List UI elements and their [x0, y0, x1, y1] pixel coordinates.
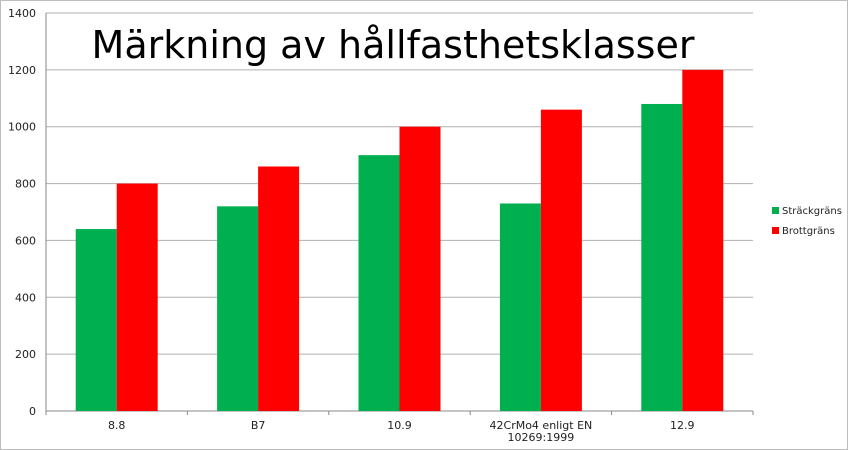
legend-swatch	[772, 227, 779, 234]
y-tick-label: 0	[29, 405, 36, 418]
bars	[75, 69, 724, 412]
x-tick-label: 8.8	[108, 419, 126, 432]
x-tick-label: 10.9	[387, 419, 412, 432]
y-tick-label: 200	[15, 348, 36, 361]
y-tick-label: 1200	[8, 64, 36, 77]
y-tick-label: 400	[15, 291, 36, 304]
x-tick-label-line: 10269:1999	[508, 431, 575, 444]
x-tick-label-line: 12.9	[670, 419, 695, 432]
y-tick-label: 1400	[8, 7, 36, 20]
x-tick-labels: 8.8 B7 10.9 42CrMo4 enligt EN 10269:1999 12.9	[45, 411, 754, 444]
x-tick-label-line: 42CrMo4 enligt EN	[490, 419, 593, 432]
y-tick-labels: 0 200 400 600 800 1000 1200 1400	[8, 7, 36, 418]
bar	[358, 155, 400, 411]
legend-label: Sträckgräns	[782, 206, 842, 217]
bar	[258, 166, 300, 411]
bar	[399, 126, 441, 411]
x-tick-label: 42CrMo4 enligt EN 10269:1999	[490, 419, 593, 444]
legend-swatch	[772, 207, 779, 214]
bar	[116, 183, 158, 411]
bar	[540, 109, 582, 412]
chart-title: Märkning av hållfasthetsklasser	[92, 23, 695, 67]
legend: Sträckgräns Brottgräns	[772, 206, 842, 237]
bar	[641, 103, 683, 411]
bar	[217, 206, 259, 411]
x-tick-label: B7	[251, 419, 266, 432]
bar	[499, 203, 541, 411]
legend-label: Brottgräns	[782, 226, 835, 237]
y-tick-label: 600	[15, 234, 36, 247]
bar	[75, 229, 117, 411]
bar	[682, 69, 724, 411]
x-tick-label-line: 10.9	[387, 419, 412, 432]
x-tick-label-line: B7	[251, 419, 266, 432]
y-tick-label: 800	[15, 178, 36, 191]
y-tick-label: 1000	[8, 121, 36, 134]
x-tick-label-line: 8.8	[108, 419, 126, 432]
x-tick-label: 12.9	[670, 419, 695, 432]
